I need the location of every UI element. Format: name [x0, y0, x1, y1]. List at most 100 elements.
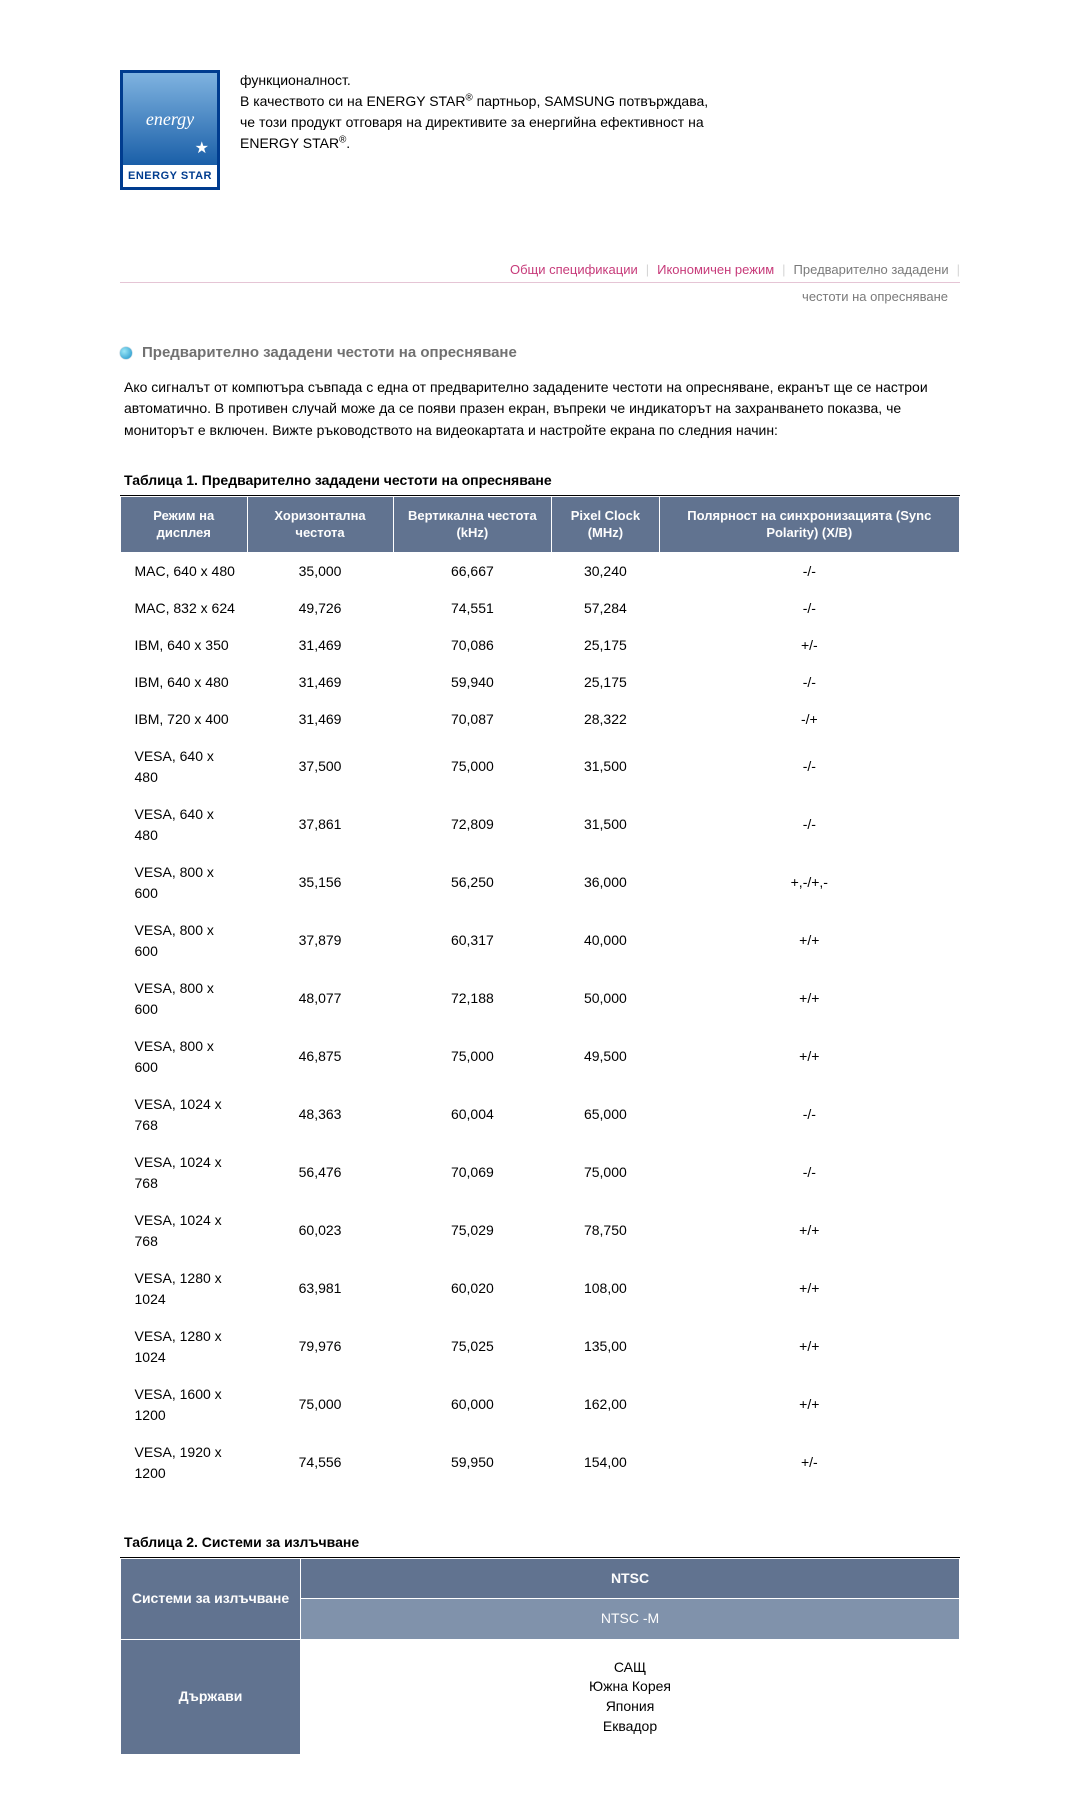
table-cell: 30,240 — [552, 552, 659, 590]
table-cell: -/- — [659, 590, 959, 627]
table-cell: -/- — [659, 664, 959, 701]
table-cell: 75,000 — [393, 738, 552, 796]
logo-script: energy — [123, 73, 217, 165]
table-cell: 37,861 — [247, 796, 393, 854]
table1-caption: Таблица 1. Предварително зададени честот… — [124, 470, 960, 491]
preset-refresh-table: Режим на дисплея Хоризонтална честота Ве… — [120, 496, 960, 1492]
table-cell: 60,004 — [393, 1086, 552, 1144]
table-row: VESA, 1024 x 76860,02375,02978,750+/+ — [121, 1202, 960, 1260]
table-cell: +/- — [659, 627, 959, 664]
table-cell: 74,556 — [247, 1434, 393, 1492]
table-cell: +/+ — [659, 970, 959, 1028]
table-cell: 49,500 — [552, 1028, 659, 1086]
table-cell: 31,469 — [247, 627, 393, 664]
top-line2a: В качеството си на ENERGY STAR — [240, 93, 466, 109]
table-cell: 108,00 — [552, 1260, 659, 1318]
table-cell: 72,188 — [393, 970, 552, 1028]
table-cell: VESA, 640 x 480 — [121, 796, 248, 854]
table-cell: VESA, 800 x 600 — [121, 970, 248, 1028]
energy-star-logo: energy ENERGY STAR — [120, 70, 220, 190]
tab-economy-mode[interactable]: Икономичен режим — [657, 260, 774, 280]
table-cell: 78,750 — [552, 1202, 659, 1260]
table-cell: -/- — [659, 738, 959, 796]
table-cell: 25,175 — [552, 627, 659, 664]
table-row: VESA, 800 x 60048,07772,18850,000+/+ — [121, 970, 960, 1028]
section-header: Предварително зададени честоти на опресн… — [120, 342, 960, 365]
table-cell: 65,000 — [552, 1086, 659, 1144]
table-row: VESA, 1280 x 102463,98160,020108,00+/+ — [121, 1260, 960, 1318]
table-cell: 162,00 — [552, 1376, 659, 1434]
table-cell: -/- — [659, 796, 959, 854]
table-cell: 25,175 — [552, 664, 659, 701]
table-cell: VESA, 1280 x 1024 — [121, 1318, 248, 1376]
table-cell: 74,551 — [393, 590, 552, 627]
td-countries: САЩЮжна КореяЯпонияЕквадор — [301, 1639, 960, 1754]
th-ntsc-m: NTSC -M — [301, 1599, 960, 1640]
table-cell: 70,087 — [393, 701, 552, 738]
table-cell: 46,875 — [247, 1028, 393, 1086]
table2-caption: Таблица 2. Системи за излъчване — [124, 1532, 960, 1553]
table-row: VESA, 1024 x 76848,36360,00465,000-/- — [121, 1086, 960, 1144]
table-cell: 31,469 — [247, 701, 393, 738]
tab-general-specs[interactable]: Общи спецификации — [510, 260, 638, 280]
table-cell: +,-/+,- — [659, 854, 959, 912]
th-hfreq: Хоризонтална честота — [247, 496, 393, 552]
table-cell: 72,809 — [393, 796, 552, 854]
table-cell: 63,981 — [247, 1260, 393, 1318]
top-line2b: партньор, SAMSUNG потвърждава, — [473, 93, 708, 109]
table-cell: 31,469 — [247, 664, 393, 701]
table-cell: 48,077 — [247, 970, 393, 1028]
table-cell: 75,029 — [393, 1202, 552, 1260]
table-row: IBM, 640 x 48031,46959,94025,175-/- — [121, 664, 960, 701]
tab-preset-refresh[interactable]: Предварително зададени — [794, 260, 949, 280]
section-description: Ако сигналът от компютъра съвпада с една… — [124, 377, 960, 442]
table-cell: +/+ — [659, 912, 959, 970]
table-cell: 75,000 — [393, 1028, 552, 1086]
table-cell: 79,976 — [247, 1318, 393, 1376]
th-vfreq: Вертикална честота (kHz) — [393, 496, 552, 552]
top-line4a: ENERGY STAR — [240, 135, 339, 151]
table-cell: 37,500 — [247, 738, 393, 796]
table-cell: 75,000 — [552, 1144, 659, 1202]
table-cell: 60,023 — [247, 1202, 393, 1260]
table-cell: 59,940 — [393, 664, 552, 701]
table-cell: 70,086 — [393, 627, 552, 664]
table-cell: VESA, 800 x 600 — [121, 912, 248, 970]
table-cell: 48,363 — [247, 1086, 393, 1144]
table-cell: VESA, 1024 x 768 — [121, 1086, 248, 1144]
table-cell: 135,00 — [552, 1318, 659, 1376]
table-cell: VESA, 1024 x 768 — [121, 1202, 248, 1260]
table-cell: 49,726 — [247, 590, 393, 627]
table-cell: VESA, 640 x 480 — [121, 738, 248, 796]
th-countries: Държави — [121, 1639, 301, 1754]
table-cell: 75,025 — [393, 1318, 552, 1376]
table-cell: -/- — [659, 1144, 959, 1202]
table-row: MAC, 640 x 48035,00066,66730,240-/- — [121, 552, 960, 590]
table-row: IBM, 720 x 40031,46970,08728,322-/+ — [121, 701, 960, 738]
table-cell: +/+ — [659, 1260, 959, 1318]
tabs-row: Общи спецификации | Икономичен режим | П… — [120, 260, 960, 283]
table-cell: 60,020 — [393, 1260, 552, 1318]
tab-preset-refresh-line2: честоти на опресняване — [120, 287, 960, 307]
tab-separator: | — [646, 260, 649, 280]
logo-label: ENERGY STAR — [123, 165, 217, 187]
table-cell: 50,000 — [552, 970, 659, 1028]
table-cell: VESA, 1920 x 1200 — [121, 1434, 248, 1492]
top-line1: функционалност. — [240, 72, 351, 88]
table-row: VESA, 640 x 48037,50075,00031,500-/- — [121, 738, 960, 796]
table-row: VESA, 1024 x 76856,47670,06975,000-/- — [121, 1144, 960, 1202]
top-section: energy ENERGY STAR функционалност. В кач… — [120, 70, 960, 190]
table-cell: 28,322 — [552, 701, 659, 738]
table-cell: -/- — [659, 552, 959, 590]
table-cell: 37,879 — [247, 912, 393, 970]
table-cell: 70,069 — [393, 1144, 552, 1202]
table-cell: 31,500 — [552, 796, 659, 854]
table-row: IBM, 640 x 35031,46970,08625,175+/- — [121, 627, 960, 664]
table-cell: IBM, 720 x 400 — [121, 701, 248, 738]
table-cell: 35,156 — [247, 854, 393, 912]
top-line4b: . — [346, 135, 350, 151]
table-cell: MAC, 832 x 624 — [121, 590, 248, 627]
table-cell: VESA, 1024 x 768 — [121, 1144, 248, 1202]
table-cell: 66,667 — [393, 552, 552, 590]
table-cell: +/- — [659, 1434, 959, 1492]
